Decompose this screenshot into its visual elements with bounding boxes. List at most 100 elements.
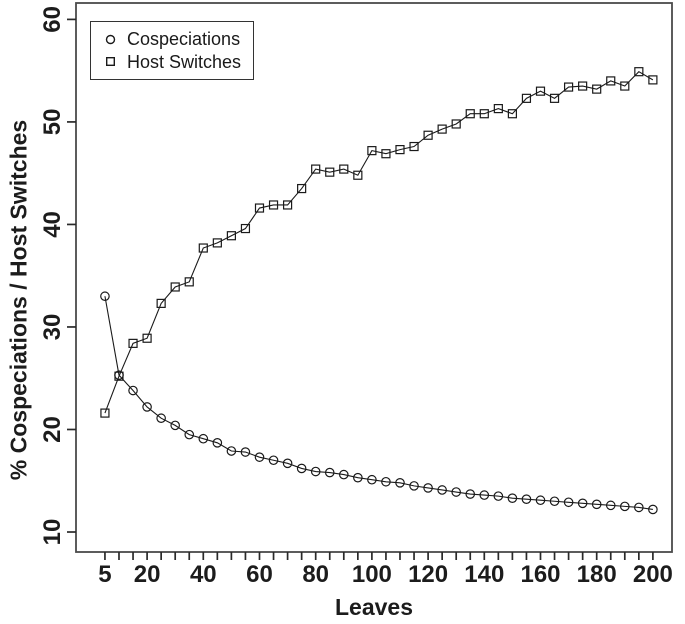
data-point-square-host-switches <box>465 109 475 119</box>
data-point-circle-cospeciations <box>605 500 616 511</box>
data-point-square-host-switches <box>578 81 588 91</box>
data-point-square-host-switches <box>381 149 391 159</box>
legend-label-cospeciations: Cospeciations <box>127 28 241 49</box>
data-point-square-host-switches <box>240 223 251 234</box>
data-point-square-host-switches <box>535 86 546 96</box>
x-tick-label: 5 <box>98 561 111 588</box>
data-point-circle-cospeciations <box>142 402 152 412</box>
x-tick-label: 160 <box>520 561 560 588</box>
x-tick-label: 120 <box>408 561 448 588</box>
data-point-square-host-switches <box>268 200 279 210</box>
data-point-square-host-switches <box>156 298 166 308</box>
y-tick-label: 40 <box>39 211 66 238</box>
data-point-square-host-switches <box>254 203 265 213</box>
data-point-circle-cospeciations <box>240 447 251 457</box>
data-point-square-host-switches <box>367 146 377 156</box>
data-point-circle-cospeciations <box>226 446 237 456</box>
y-tick-label: 30 <box>39 314 66 341</box>
y-tick-label: 50 <box>39 109 66 136</box>
data-point-circle-cospeciations <box>563 497 574 508</box>
data-point-square-host-switches <box>128 338 138 348</box>
legend-item-cospeciations: Cospeciations <box>104 29 253 50</box>
plot-box <box>75 2 673 553</box>
data-point-square-host-switches <box>142 333 152 343</box>
data-point-square-host-switches <box>507 109 517 119</box>
data-point-circle-cospeciations <box>409 481 419 491</box>
data-point-square-host-switches <box>563 82 574 92</box>
data-point-circle-cospeciations <box>170 420 180 431</box>
data-point-circle-cospeciations <box>100 291 110 302</box>
x-tick-label: 100 <box>352 561 392 588</box>
y-tick-label: 60 <box>39 6 66 33</box>
data-point-square-host-switches <box>325 167 335 177</box>
data-point-circle-cospeciations <box>254 452 265 462</box>
data-point-circle-cospeciations <box>535 495 546 506</box>
data-point-circle-cospeciations <box>634 502 644 513</box>
data-point-circle-cospeciations <box>521 494 532 505</box>
series-line-host-switches <box>104 70 654 414</box>
data-point-square-host-switches <box>592 84 602 94</box>
data-point-square-host-switches <box>606 76 616 86</box>
x-tick-label: 60 <box>246 561 273 588</box>
data-point-square-host-switches <box>493 103 503 114</box>
data-point-circle-cospeciations <box>268 455 279 466</box>
data-point-square-host-switches <box>226 231 236 241</box>
data-point-circle-cospeciations <box>367 474 377 485</box>
data-point-square-host-switches <box>353 170 363 180</box>
data-point-circle-cospeciations <box>156 413 166 424</box>
x-tick-label: 20 <box>134 561 161 588</box>
data-point-circle-cospeciations <box>310 466 321 477</box>
data-point-circle-cospeciations <box>381 476 391 487</box>
x-tick-label: 200 <box>633 561 673 588</box>
data-point-circle-cospeciations <box>353 472 363 483</box>
x-tick-label: 180 <box>577 561 617 588</box>
data-point-circle-cospeciations <box>324 467 335 478</box>
data-point-circle-cospeciations <box>619 501 630 512</box>
data-point-circle-cospeciations <box>128 385 138 396</box>
data-point-square-host-switches <box>521 93 532 103</box>
data-point-square-host-switches <box>451 119 461 129</box>
data-point-square-host-switches <box>212 238 222 248</box>
data-point-square-host-switches <box>297 183 307 194</box>
data-point-square-host-switches <box>311 164 321 174</box>
data-point-circle-cospeciations <box>198 433 209 444</box>
data-point-square-host-switches <box>549 93 560 103</box>
data-point-square-host-switches <box>395 145 405 155</box>
data-point-square-host-switches <box>170 282 180 292</box>
data-point-circle-cospeciations <box>591 499 602 510</box>
legend-item-host-switches: Host Switches <box>104 52 253 73</box>
data-point-circle-cospeciations <box>549 496 560 507</box>
x-tick-label: 40 <box>190 561 217 588</box>
x-tick-label: 140 <box>464 561 504 588</box>
x-axis-title: Leaves <box>334 594 413 620</box>
data-point-square-host-switches <box>100 408 110 418</box>
data-point-square-host-switches <box>184 277 194 287</box>
data-point-circle-cospeciations <box>465 489 476 499</box>
data-point-square-host-switches <box>282 200 293 210</box>
x-tick-label: 80 <box>302 561 329 588</box>
y-axis-title: % Cospeciations / Host Switches <box>5 119 32 481</box>
data-point-square-host-switches <box>479 109 489 119</box>
data-point-circle-cospeciations <box>282 458 293 469</box>
data-point-circle-cospeciations <box>338 469 349 480</box>
square-marker-icon <box>106 57 115 67</box>
data-point-circle-cospeciations <box>184 429 195 440</box>
data-point-circle-cospeciations <box>577 498 588 509</box>
data-point-circle-cospeciations <box>648 504 658 515</box>
data-point-circle-cospeciations <box>451 487 461 497</box>
data-point-circle-cospeciations <box>493 491 504 501</box>
data-point-square-host-switches <box>634 67 644 77</box>
series-line-cospeciations <box>104 296 653 510</box>
data-point-circle-cospeciations <box>437 485 447 495</box>
data-point-circle-cospeciations <box>507 493 518 503</box>
data-point-square-host-switches <box>620 81 630 91</box>
data-point-square-host-switches <box>198 243 208 253</box>
y-tick-label: 10 <box>39 519 66 546</box>
data-point-square-host-switches <box>423 130 433 140</box>
y-tick-label: 20 <box>39 416 66 443</box>
data-point-circle-cospeciations <box>479 490 490 500</box>
data-point-circle-cospeciations <box>395 477 405 488</box>
data-point-circle-cospeciations <box>423 483 433 493</box>
data-point-square-host-switches <box>409 141 419 152</box>
